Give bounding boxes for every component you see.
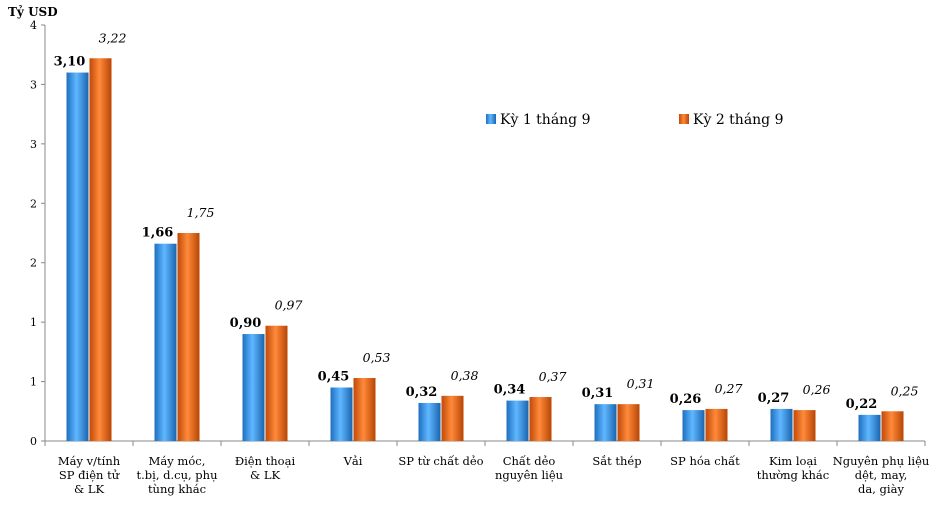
data-label-ky1-1: 1,66 xyxy=(142,226,174,241)
category-label-0: SP điện tử xyxy=(59,468,120,482)
y-tick-label: 3 xyxy=(30,78,37,91)
legend-label-ky1: Kỳ 1 tháng 9 xyxy=(500,112,591,128)
category-label-1: Máy móc, xyxy=(149,454,206,468)
category-label-7: SP hóa chất xyxy=(670,454,740,468)
bar-ky1-6 xyxy=(594,404,617,441)
legend-label-ky2: Kỳ 2 tháng 9 xyxy=(693,112,784,128)
data-label-ky2-7: 0,27 xyxy=(715,381,743,396)
category-label-0: Máy v/tính xyxy=(58,454,121,468)
data-label-ky1-8: 0,27 xyxy=(758,391,790,406)
data-label-ky1-2: 0,90 xyxy=(230,316,262,331)
category-label-1: t.bị, d.cụ, phụ xyxy=(137,468,218,482)
category-label-5: nguyên liệu xyxy=(495,468,563,482)
legend-swatch-ky2 xyxy=(679,114,689,124)
bar-ky2-9 xyxy=(881,411,904,441)
y-tick-label: 4 xyxy=(30,19,37,32)
bar-ky1-4 xyxy=(418,402,441,441)
data-label-ky2-9: 0,25 xyxy=(891,383,919,398)
category-label-0: & LK xyxy=(74,482,105,496)
bar-ky2-4 xyxy=(441,395,464,441)
data-label-ky1-9: 0,22 xyxy=(846,397,878,412)
category-label-3: Vải xyxy=(343,454,363,468)
bar-ky1-5 xyxy=(506,400,529,441)
data-label-ky1-7: 0,26 xyxy=(670,392,702,407)
bar-ky2-8 xyxy=(793,410,816,441)
data-label-ky2-1: 1,75 xyxy=(187,205,215,220)
value-labels-group: 3,10 3,22 1,66 1,75 0,90 0,97 0,45 0,53 0,32 0,38… xyxy=(54,30,919,412)
category-label-9: da, giày xyxy=(858,482,904,496)
y-tick-label: 1 xyxy=(30,376,37,389)
legend-swatch-ky1 xyxy=(486,114,496,124)
category-label-2: & LK xyxy=(250,468,281,482)
category-label-2: Điện thoại xyxy=(235,454,296,468)
bar-ky2-3 xyxy=(353,378,376,441)
bars-group xyxy=(66,58,904,442)
data-label-ky1-0: 3,10 xyxy=(54,55,86,70)
category-label-4: SP từ chất dẻo xyxy=(398,454,483,468)
data-label-ky1-4: 0,32 xyxy=(406,385,438,400)
bar-ky2-5 xyxy=(529,397,552,441)
bar-ky2-1 xyxy=(177,233,200,441)
y-axis-unit-label: Tỷ USD xyxy=(8,5,58,19)
category-label-8: Kim loại xyxy=(769,454,817,468)
y-tick-label: 2 xyxy=(30,257,37,270)
bar-ky1-9 xyxy=(858,414,881,441)
data-label-ky1-5: 0,34 xyxy=(494,383,526,398)
y-tick-label: 0 xyxy=(30,435,37,448)
bar-ky1-2 xyxy=(242,334,265,441)
data-label-ky2-2: 0,97 xyxy=(275,298,303,313)
bar-ky1-3 xyxy=(330,387,353,441)
bar-ky2-6 xyxy=(617,404,640,441)
bar-ky1-7 xyxy=(682,410,705,441)
data-label-ky2-4: 0,38 xyxy=(451,368,479,383)
data-label-ky2-8: 0,26 xyxy=(803,382,831,397)
category-label-8: thường khác xyxy=(757,468,829,482)
bar-ky2-2 xyxy=(265,325,288,441)
legend: Kỳ 1 tháng 9 Kỳ 2 tháng 9 xyxy=(486,112,784,128)
data-label-ky2-0: 3,22 xyxy=(99,30,127,45)
category-label-1: tùng khác xyxy=(148,482,206,496)
category-label-5: Chất dẻo xyxy=(503,454,556,468)
bar-ky1-8 xyxy=(770,408,793,441)
data-label-ky2-3: 0,53 xyxy=(363,350,391,365)
data-label-ky1-3: 0,45 xyxy=(318,370,350,385)
y-tick-label: 2 xyxy=(30,197,37,210)
category-label-9: Nguyên phụ liệu xyxy=(833,454,930,468)
y-tick-label: 3 xyxy=(30,138,37,151)
y-tick-label: 1 xyxy=(30,316,37,329)
bar-ky1-0 xyxy=(66,72,89,442)
category-label-9: dệt, may, xyxy=(855,468,908,482)
data-label-ky1-6: 0,31 xyxy=(582,386,614,401)
bar-ky2-0 xyxy=(89,58,112,441)
data-label-ky2-5: 0,37 xyxy=(539,369,567,384)
bar-ky2-7 xyxy=(705,408,728,441)
category-label-6: Sắt thép xyxy=(592,454,641,468)
data-label-ky2-6: 0,31 xyxy=(627,376,655,391)
bar-ky1-1 xyxy=(154,243,177,441)
